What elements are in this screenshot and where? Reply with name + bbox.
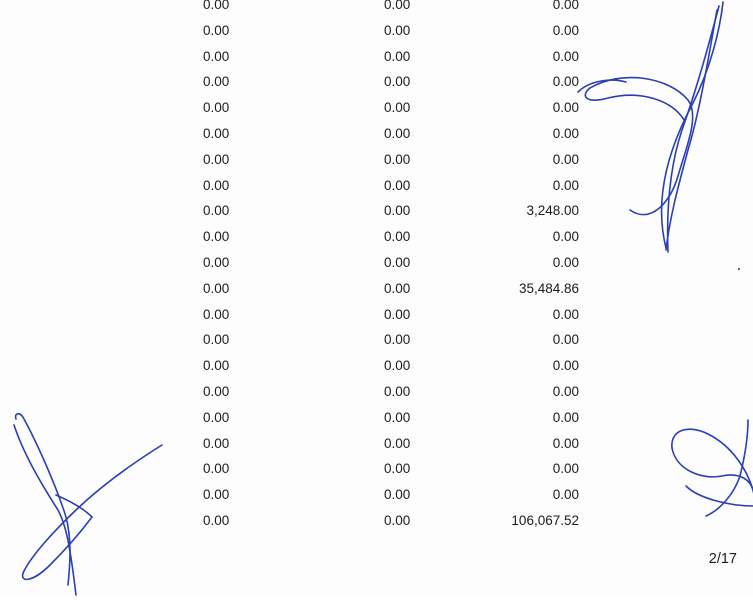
amount-cell: 0.00 (203, 125, 230, 141)
amount-cell: 0.00 (203, 48, 230, 64)
amount-cell: 0.00 (203, 74, 230, 90)
amount-cell: 0.00 (203, 487, 230, 503)
table-row: 0.00 0.00 0.00 (0, 251, 753, 277)
amount-cell: 0.00 (384, 332, 411, 348)
table-row: 0.00 0.00 0.00 (0, 174, 753, 200)
amount-cell: 0.00 (203, 203, 230, 219)
amount-cell: 0.00 (203, 383, 230, 399)
amount-cell: 0.00 (384, 229, 411, 245)
amount-cell: 0.00 (552, 461, 579, 477)
amount-cell: 0.00 (552, 48, 579, 64)
amount-cell: 0.00 (384, 177, 411, 193)
amount-cell: 0.00 (552, 306, 579, 322)
amount-cell: 0.00 (203, 512, 230, 528)
amount-cell: 0.00 (384, 435, 411, 451)
table-row: 0.00 0.00 0.00 (0, 303, 753, 329)
amount-cell: 0.00 (384, 383, 411, 399)
table-row: 0.00 0.00 0.00 (0, 122, 753, 148)
table-row: 0.00 0.00 0.00 (0, 406, 753, 432)
amount-cell: 0.00 (384, 254, 411, 270)
table-row: 0.00 0.00 0.00 (0, 457, 753, 483)
signature-bottom-right (671, 419, 753, 517)
table-row: 0.00 0.00 0.00 (0, 328, 753, 354)
amount-cell: 0.00 (203, 358, 230, 374)
amount-cell: 0.00 (384, 280, 411, 296)
amount-cell: 0.00 (552, 487, 579, 503)
table-row: 0.00 0.00 106,067.52 (0, 509, 753, 535)
amount-cell: 0.00 (384, 203, 411, 219)
amount-cell: 0.00 (552, 151, 579, 167)
amount-cell: 0.00 (384, 306, 411, 322)
amount-cell: 0.00 (203, 280, 230, 296)
amount-cell: 0.00 (552, 409, 579, 425)
amount-cell: 0.00 (552, 125, 579, 141)
amount-cell: 0.00 (203, 151, 230, 167)
amount-cell: 0.00 (552, 74, 579, 90)
amount-cell: 0.00 (203, 100, 230, 116)
amount-cell: 0.00 (552, 22, 579, 38)
amount-cell: 0.00 (384, 22, 411, 38)
signature-bottom-left (13, 412, 163, 596)
table-row: 0.00 0.00 0.00 (0, 148, 753, 174)
amount-cell: 0.00 (552, 332, 579, 348)
amount-cell: 0.00 (203, 409, 230, 425)
amount-cell: 0.00 (203, 22, 230, 38)
amount-cell: 0.00 (384, 100, 411, 116)
amount-cell: 106,067.52 (511, 512, 579, 528)
table-row: 0.00 0.00 0.00 (0, 96, 753, 122)
amount-cell: 0.00 (203, 229, 230, 245)
amount-cell: 0.00 (552, 254, 579, 270)
table-row: 0.00 0.00 0.00 (0, 432, 753, 458)
amount-cell: 0.00 (384, 0, 411, 12)
table-row: 0.00 0.00 0.00 (0, 0, 753, 19)
amount-cell: 0.00 (203, 306, 230, 322)
amounts-table: 0.00 0.00 0.00 0.00 0.00 0.00 0.00 0.00 0.00 0.00… (0, 0, 753, 535)
amount-cell: 0.00 (384, 48, 411, 64)
amount-cell: 0.00 (552, 0, 579, 12)
amount-cell: 0.00 (384, 358, 411, 374)
table-row: 0.00 0.00 0.00 (0, 483, 753, 509)
amount-cell: 0.00 (384, 151, 411, 167)
amount-cell: 0.00 (552, 435, 579, 451)
amount-cell: 0.00 (384, 125, 411, 141)
table-row: 0.00 0.00 35,484.86 (0, 277, 753, 303)
amount-cell: 0.00 (384, 487, 411, 503)
signature-top-right (577, 1, 724, 253)
amount-cell: 0.00 (203, 254, 230, 270)
amount-cell: 0.00 (203, 461, 230, 477)
amount-cell: 0.00 (203, 332, 230, 348)
amount-cell: 0.00 (203, 435, 230, 451)
amount-cell: 0.00 (203, 0, 230, 12)
amount-cell: 0.00 (384, 409, 411, 425)
scan-speck (738, 268, 740, 270)
table-row: 0.00 0.00 0.00 (0, 19, 753, 45)
amount-cell: 0.00 (552, 100, 579, 116)
amount-cell: 0.00 (203, 177, 230, 193)
amount-cell: 0.00 (552, 383, 579, 399)
amount-cell: 0.00 (384, 461, 411, 477)
table-row: 0.00 0.00 0.00 (0, 354, 753, 380)
amount-cell: 0.00 (384, 512, 411, 528)
amount-cell: 0.00 (552, 229, 579, 245)
amount-cell: 3,248.00 (526, 203, 579, 219)
amount-cell: 35,484.86 (518, 280, 579, 296)
table-row: 0.00 0.00 0.00 (0, 70, 753, 96)
page-number: 2/17 (708, 551, 737, 567)
table-row: 0.00 0.00 0.00 (0, 225, 753, 251)
amount-cell: 0.00 (384, 74, 411, 90)
table-row: 0.00 0.00 0.00 (0, 380, 753, 406)
amount-cell: 0.00 (552, 358, 579, 374)
amount-cell: 0.00 (552, 177, 579, 193)
table-row: 0.00 0.00 0.00 (0, 45, 753, 71)
table-row: 0.00 0.00 3,248.00 (0, 199, 753, 225)
